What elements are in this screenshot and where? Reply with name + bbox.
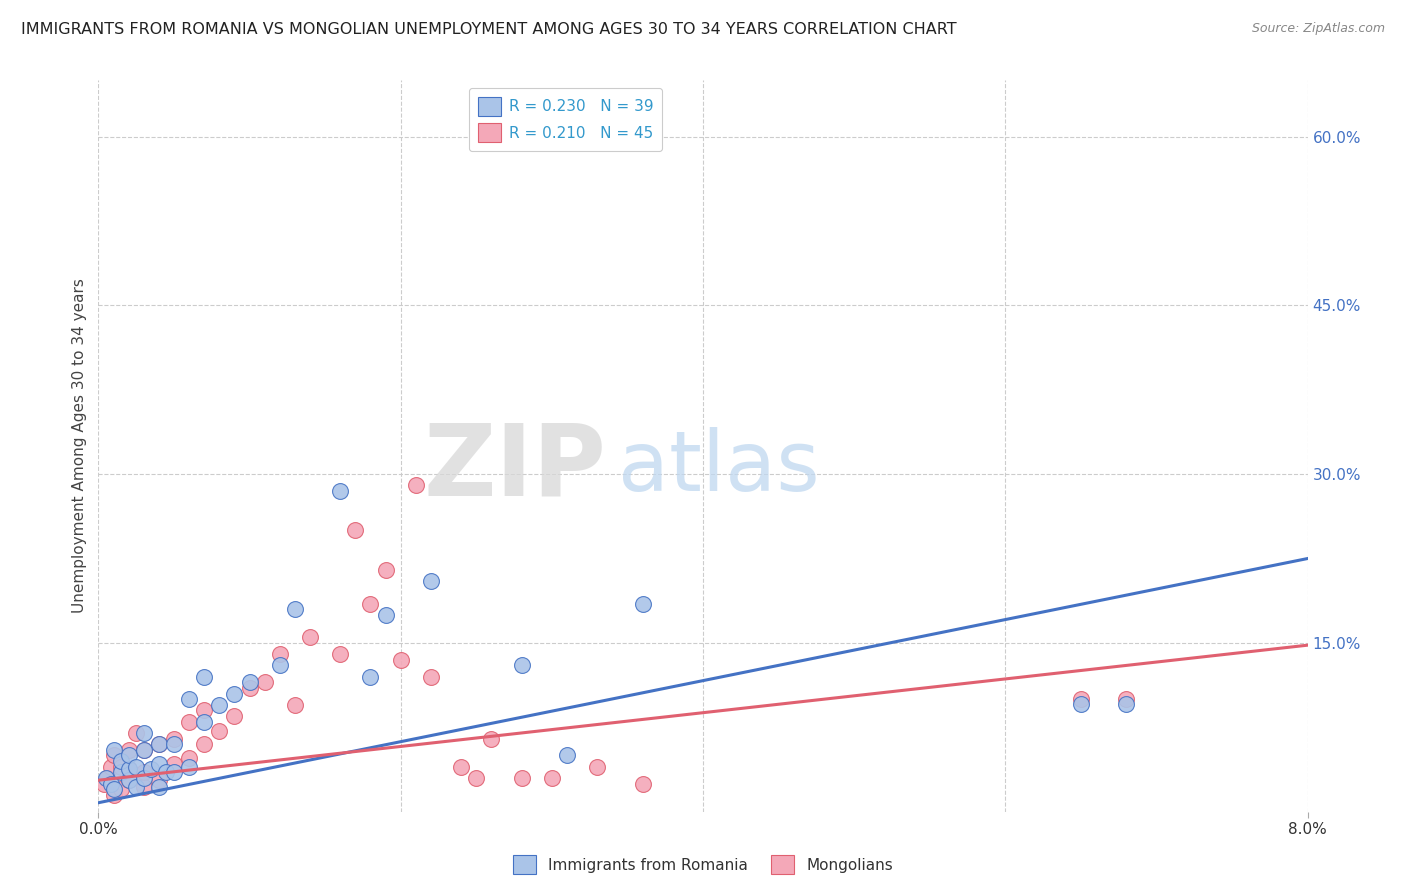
Point bbox=[284, 602, 307, 616]
Point bbox=[208, 723, 231, 738]
Point bbox=[132, 726, 155, 740]
Point bbox=[631, 597, 654, 611]
Point bbox=[360, 670, 382, 684]
Point bbox=[329, 647, 352, 661]
Point bbox=[329, 483, 352, 498]
Point bbox=[1115, 697, 1137, 711]
Text: atlas: atlas bbox=[619, 427, 820, 508]
Point bbox=[125, 780, 148, 794]
Point bbox=[94, 771, 117, 785]
Point bbox=[125, 760, 148, 774]
Point bbox=[253, 675, 276, 690]
Point bbox=[118, 773, 141, 788]
Point bbox=[208, 698, 231, 712]
Point bbox=[132, 780, 155, 794]
Point bbox=[93, 776, 115, 790]
Point bbox=[193, 714, 215, 729]
Point bbox=[163, 731, 186, 746]
Point bbox=[118, 773, 141, 788]
Point bbox=[163, 737, 186, 751]
Point bbox=[110, 760, 132, 774]
Legend: Immigrants from Romania, Mongolians: Immigrants from Romania, Mongolians bbox=[508, 849, 898, 880]
Point bbox=[555, 748, 578, 763]
Point bbox=[510, 771, 533, 785]
Point bbox=[132, 765, 155, 780]
Point bbox=[344, 524, 367, 538]
Point bbox=[103, 743, 125, 757]
Point bbox=[118, 743, 141, 757]
Point bbox=[1115, 692, 1137, 706]
Point bbox=[155, 765, 177, 780]
Point bbox=[103, 788, 125, 802]
Point bbox=[420, 574, 443, 588]
Point bbox=[100, 760, 122, 774]
Point bbox=[163, 765, 186, 780]
Point bbox=[360, 597, 382, 611]
Point bbox=[179, 750, 201, 764]
Point bbox=[110, 754, 132, 768]
Point bbox=[450, 760, 472, 774]
Point bbox=[1070, 692, 1092, 706]
Point bbox=[269, 647, 291, 661]
Point bbox=[132, 771, 155, 785]
Point bbox=[510, 658, 533, 673]
Point bbox=[481, 731, 503, 746]
Point bbox=[224, 709, 246, 723]
Point bbox=[148, 780, 170, 794]
Point bbox=[284, 698, 307, 712]
Point bbox=[148, 737, 170, 751]
Point bbox=[148, 737, 170, 751]
Point bbox=[103, 782, 125, 797]
Y-axis label: Unemployment Among Ages 30 to 34 years: Unemployment Among Ages 30 to 34 years bbox=[72, 278, 87, 614]
Point bbox=[239, 675, 262, 690]
Text: Source: ZipAtlas.com: Source: ZipAtlas.com bbox=[1251, 22, 1385, 36]
Point bbox=[299, 630, 322, 644]
Point bbox=[179, 692, 201, 706]
Point bbox=[148, 773, 170, 788]
Point bbox=[96, 771, 118, 785]
Point bbox=[631, 776, 654, 790]
Point bbox=[224, 687, 246, 701]
Point bbox=[389, 653, 412, 667]
Point bbox=[193, 703, 215, 717]
Point bbox=[118, 762, 141, 776]
Point bbox=[374, 563, 396, 577]
Point bbox=[179, 714, 201, 729]
Point bbox=[110, 765, 132, 780]
Point bbox=[540, 771, 562, 785]
Point bbox=[1070, 697, 1092, 711]
Text: ZIP: ZIP bbox=[423, 419, 606, 516]
Point bbox=[239, 681, 262, 695]
Point bbox=[100, 776, 122, 790]
Point bbox=[118, 762, 141, 776]
Point bbox=[374, 607, 396, 622]
Point bbox=[163, 757, 186, 772]
Point bbox=[465, 771, 488, 785]
Point bbox=[193, 737, 215, 751]
Point bbox=[148, 757, 170, 772]
Point bbox=[125, 726, 148, 740]
Text: IMMIGRANTS FROM ROMANIA VS MONGOLIAN UNEMPLOYMENT AMONG AGES 30 TO 34 YEARS CORR: IMMIGRANTS FROM ROMANIA VS MONGOLIAN UNE… bbox=[21, 22, 956, 37]
Point bbox=[141, 762, 163, 776]
Point bbox=[179, 760, 201, 774]
Point bbox=[110, 782, 132, 797]
Legend: R = 0.230   N = 39, R = 0.210   N = 45: R = 0.230 N = 39, R = 0.210 N = 45 bbox=[468, 88, 662, 151]
Point bbox=[586, 760, 609, 774]
Point bbox=[193, 670, 215, 684]
Point bbox=[405, 478, 427, 492]
Point bbox=[269, 658, 291, 673]
Point bbox=[103, 748, 125, 763]
Point bbox=[118, 748, 141, 763]
Point bbox=[132, 743, 155, 757]
Point bbox=[420, 670, 443, 684]
Point bbox=[132, 743, 155, 757]
